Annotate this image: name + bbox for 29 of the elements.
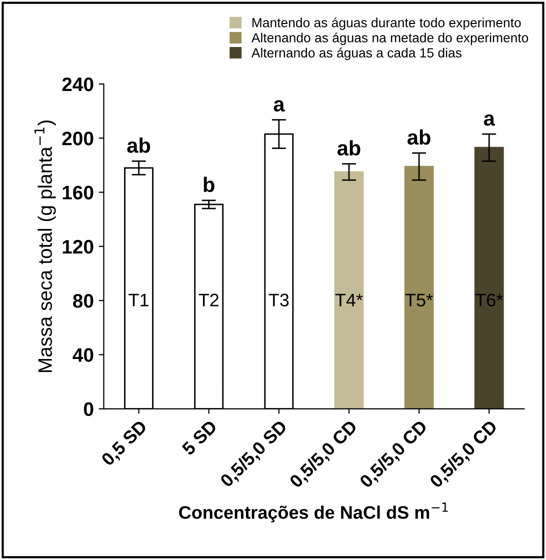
x-axis-title: Concentrações de NaCl dS m$^{−1}$: [179, 502, 448, 522]
annotation: a: [274, 100, 285, 112]
y-axis-title: Massa seca total (g planta$^{−1}$): [34, 120, 56, 372]
bar: [404, 166, 434, 409]
annotation: T2: [198, 294, 218, 306]
x-tick-label: 5 SD: [181, 419, 218, 456]
annotation: b: [204, 176, 214, 192]
annotation: T1: [128, 294, 148, 306]
annotation: ab: [127, 138, 150, 153]
y-tick-label: 160: [62, 186, 94, 200]
annotation: T3: [268, 294, 289, 306]
y-tick-label: 40: [72, 348, 94, 362]
y-tick-label: 200: [62, 132, 94, 146]
bar: [334, 171, 364, 409]
annotation: ab: [408, 129, 430, 145]
annotation: T5*: [405, 294, 433, 306]
legend-label: Alternando as águas a cada 15 dias: [251, 48, 462, 60]
annotation: a: [484, 114, 496, 126]
y-tick-label: 0: [84, 402, 94, 416]
x-tick-label: 0,5 SD: [100, 419, 150, 468]
bar: [474, 146, 504, 409]
annotation: ab: [337, 140, 360, 156]
legend-label: Altenando as águas na metade do experimento: [251, 32, 528, 46]
y-tick-label: 120: [62, 240, 94, 254]
y-tick-label: 80: [73, 294, 94, 308]
annotation: T6*: [475, 294, 503, 306]
y-tick-label: 240: [62, 77, 94, 92]
legend-label: Mantendo as águas durante todo experimento: [252, 17, 521, 30]
annotation: T4*: [335, 294, 363, 306]
